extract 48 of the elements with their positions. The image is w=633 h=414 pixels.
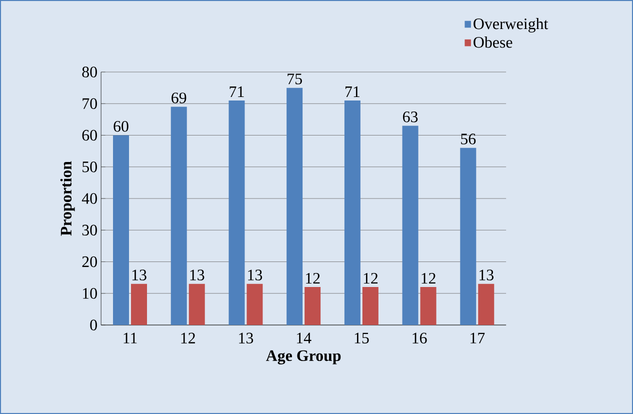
legend-label: Obese (474, 36, 512, 48)
y-tick-label: 10 (83, 288, 97, 299)
x-tick-label: 16 (412, 332, 427, 344)
y-tick-label: 50 (82, 162, 97, 172)
data-label: 13 (480, 270, 494, 280)
data-label: 71 (346, 86, 360, 97)
x-tick-label: 14 (297, 332, 312, 344)
data-label: 56 (461, 134, 476, 144)
bar (131, 284, 147, 325)
x-axis-title: Age Group (266, 350, 341, 364)
bar (478, 284, 494, 325)
bar (286, 88, 303, 325)
y-axis-title: Proportion (60, 161, 75, 236)
bar (362, 287, 378, 325)
legend-label: Overweight (474, 18, 548, 32)
x-tick-label: 15 (354, 332, 369, 344)
data-label: 71 (230, 86, 244, 97)
data-label: 60 (114, 120, 128, 132)
bar (304, 287, 321, 325)
data-label: 13 (248, 270, 262, 280)
x-tick-label: 17 (470, 332, 485, 344)
y-tick-label: 30 (82, 224, 97, 236)
data-label: 13 (132, 270, 146, 280)
y-tick-label: 20 (82, 256, 97, 268)
y-tick-label: 70 (82, 98, 97, 110)
bar (460, 148, 476, 325)
bar (113, 135, 130, 325)
data-label: 13 (190, 270, 204, 280)
bar (344, 100, 360, 325)
bar (170, 106, 187, 325)
data-label: 63 (403, 112, 418, 122)
y-tick-label: 80 (82, 66, 97, 78)
bar (402, 126, 418, 325)
bar (246, 284, 263, 325)
data-label: 69 (172, 92, 186, 104)
y-tick-label: 40 (82, 193, 97, 204)
data-label: 75 (288, 74, 302, 84)
data-label: 12 (306, 272, 320, 284)
x-tick-label: 12 (181, 332, 195, 344)
bar (188, 284, 205, 325)
data-label: 12 (364, 272, 378, 284)
y-tick-label: 60 (82, 130, 97, 141)
bar (420, 287, 436, 325)
x-tick-label: 13 (239, 332, 254, 344)
bar (228, 100, 245, 325)
data-label: 12 (422, 272, 436, 284)
y-tick-label: 0 (90, 320, 97, 330)
x-tick-label: 11 (124, 332, 137, 344)
